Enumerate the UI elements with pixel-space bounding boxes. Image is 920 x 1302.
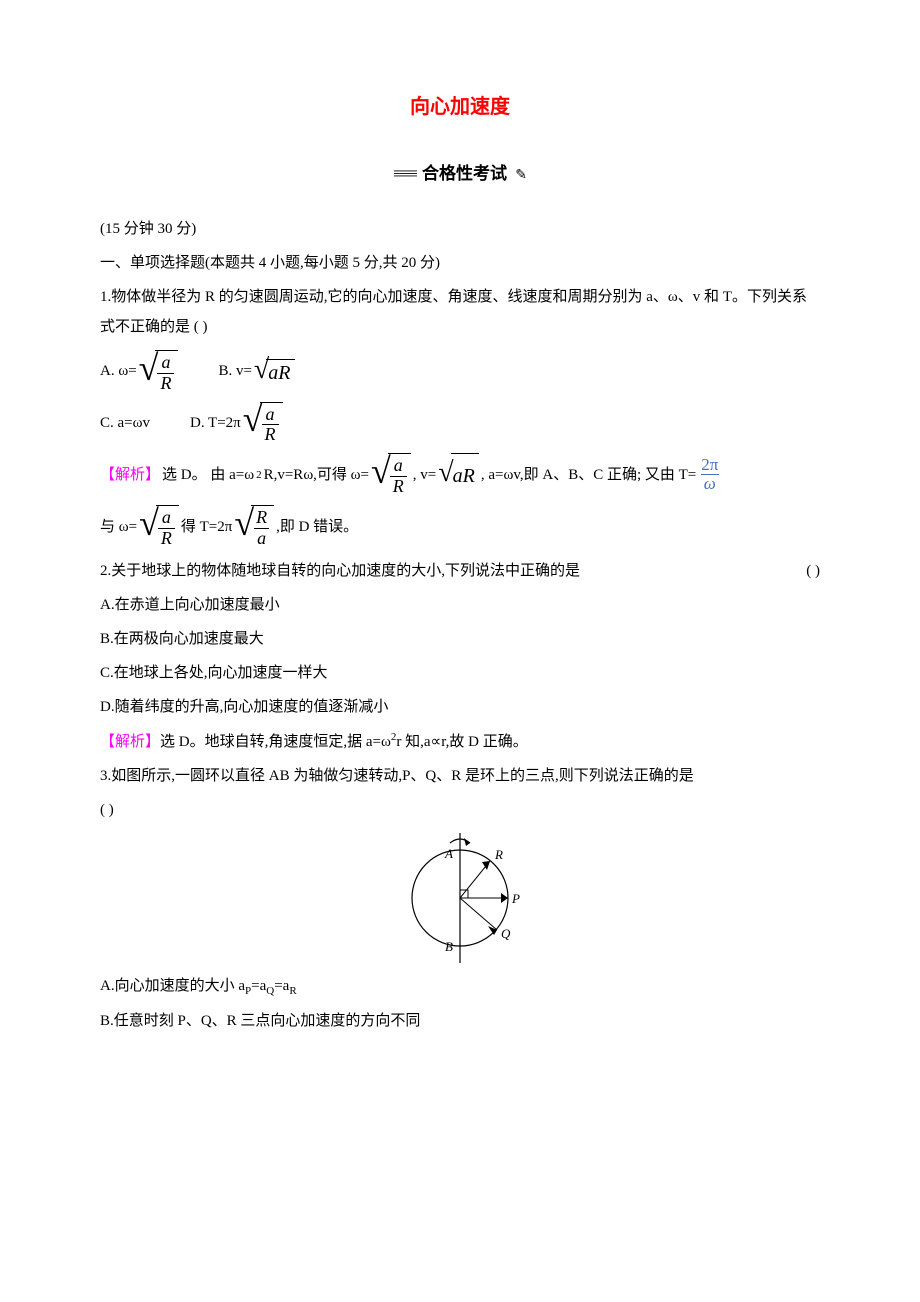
fraction: 2π ω — [698, 456, 721, 494]
q2-option-d: D.随着纬度的升高,向心加速度的值逐渐减小 — [100, 692, 820, 722]
pencil-icon: ✎ — [515, 168, 527, 183]
q2-paren: ( ) — [806, 556, 820, 586]
option-label: A. ω= — [100, 363, 137, 380]
fraction: a R — [157, 353, 174, 394]
sqrt-icon: √ — [139, 505, 159, 541]
sqrt-expression: √ aR — [438, 453, 479, 496]
q1-options-row-2: C. a=ωv D. T=2π √ a R — [100, 402, 820, 446]
section-heading: 一、单项选择题(本题共 4 小题,每小题 5 分,共 20 分) — [100, 248, 820, 278]
subscript: Q — [266, 985, 274, 997]
q2-stem: 2.关于地球上的物体随地球自转的向心加速度的大小,下列说法中正确的是 ( ) — [100, 556, 820, 586]
svg-text:Q: Q — [501, 926, 511, 941]
sqrt-inner: aR — [451, 453, 479, 496]
q2-analysis: 【解析】选 D。地球自转,角速度恒定,据 a=ω2r 知,a∝r,故 D 正确。 — [100, 726, 820, 757]
option-text: C. a=ωv — [100, 415, 150, 432]
analysis-text: , a=ωv,即 A、B、C 正确; 又由 T= — [481, 460, 696, 490]
sqrt-content: aR — [268, 362, 290, 385]
fraction: a R — [262, 405, 279, 446]
sqrt-expression: √ R a — [234, 505, 274, 549]
option-text: =a — [274, 978, 289, 994]
subscript: R — [289, 985, 296, 997]
numerator: a — [263, 405, 278, 425]
q3-paren: ( ) — [100, 795, 820, 825]
option-text: =a — [251, 978, 266, 994]
sqrt-expression: √ a R — [371, 453, 411, 497]
q2-option-a: A.在赤道上向心加速度最小 — [100, 590, 820, 620]
sqrt-inner: a R — [156, 505, 179, 549]
q1-option-d: D. T=2π √ a R — [190, 402, 283, 446]
denominator: a — [254, 528, 269, 549]
sqrt-icon: √ — [139, 350, 159, 386]
denominator: R — [157, 373, 174, 394]
svg-text:A: A — [444, 846, 453, 861]
q1-stem: 1.物体做半径为 R 的匀速圆周运动,它的向心加速度、角速度、线速度和周期分别为… — [100, 282, 820, 342]
sqrt-icon: √ — [254, 356, 269, 384]
sqrt-icon: √ — [234, 505, 254, 541]
q2-option-b: B.在两极向心加速度最大 — [100, 624, 820, 654]
numerator: a — [159, 508, 174, 528]
fraction: a R — [390, 456, 407, 497]
sqrt-icon: √ — [243, 401, 263, 437]
sqrt-expression: √ a R — [243, 402, 283, 446]
q3-stem: 3.如图所示,一圆环以直径 AB 为轴做匀速转动,P、Q、R 是环上的三点,则下… — [100, 761, 820, 791]
analysis-text: 选 D。地球自转,角速度恒定,据 a=ω — [160, 734, 391, 750]
fraction: a R — [158, 508, 175, 549]
q3-option-a: A.向心加速度的大小 aP=aQ=aR — [100, 971, 820, 1002]
analysis-text: 选 D。 由 a=ω — [162, 460, 254, 490]
sqrt-icon: √ — [371, 453, 391, 489]
analysis-text: 与 ω= — [100, 512, 137, 542]
numerator: 2π — [698, 456, 721, 475]
q1-option-a: A. ω= √ a R — [100, 350, 178, 394]
q1-option-c: C. a=ωv — [100, 415, 150, 432]
sqrt-inner: aR — [266, 359, 294, 385]
subtitle: ≡≡≡ 合格性考试 ✎ — [100, 159, 820, 184]
sqrt-inner: a R — [155, 350, 178, 394]
analysis-text: ,即 D 错误。 — [276, 512, 358, 542]
numerator: R — [253, 508, 270, 528]
subtitle-prefix: ≡≡≡ — [393, 164, 416, 183]
denominator: R — [390, 476, 407, 497]
analysis-text: R,v=Rω,可得 ω= — [264, 460, 369, 490]
q2-option-c: C.在地球上各处,向心加速度一样大 — [100, 658, 820, 688]
sqrt-expression: √ a R — [139, 505, 179, 549]
q1-option-b: B. v= √ aR — [218, 358, 294, 386]
sqrt-inner: a R — [388, 453, 411, 497]
svg-text:P: P — [511, 891, 520, 906]
analysis-text: 得 T=2π — [181, 512, 232, 542]
timing-text: (15 分钟 30 分) — [100, 214, 820, 244]
q1-analysis-line1: 【解析】 选 D。 由 a=ω2R,v=Rω,可得 ω= √ a R , v= … — [100, 453, 820, 497]
analysis-label: 【解析】 — [100, 460, 160, 490]
subtitle-text: 合格性考试 — [422, 164, 507, 183]
superscript: 2 — [256, 464, 262, 486]
sqrt-expression: √ a R — [139, 350, 179, 394]
q3-option-b: B.任意时刻 P、Q、R 三点向心加速度的方向不同 — [100, 1006, 820, 1036]
q1-analysis-line2: 与 ω= √ a R 得 T=2π √ R a ,即 D 错误。 — [100, 505, 820, 549]
numerator: a — [158, 353, 173, 373]
option-label: D. T=2π — [190, 415, 241, 432]
q1-options-row-1: A. ω= √ a R B. v= √ aR — [100, 350, 820, 394]
fraction: R a — [253, 508, 270, 549]
numerator: a — [391, 456, 406, 476]
sqrt-inner: R a — [251, 505, 274, 549]
svg-text:R: R — [494, 847, 503, 862]
svg-text:B: B — [445, 939, 453, 954]
q3-figure: A B R P Q — [390, 833, 530, 963]
denominator: R — [158, 528, 175, 549]
sqrt-icon: √ — [438, 459, 453, 487]
analysis-label: 【解析】 — [100, 734, 160, 750]
sqrt-expression: √ aR — [254, 358, 295, 386]
denominator: ω — [701, 474, 719, 494]
analysis-text: , v= — [413, 460, 436, 490]
q2-stem-text: 2.关于地球上的物体随地球自转的向心加速度的大小,下列说法中正确的是 — [100, 556, 580, 586]
option-text: A.向心加速度的大小 a — [100, 978, 245, 994]
analysis-text: r 知,a∝r,故 D 正确。 — [396, 734, 527, 750]
page-title: 向心加速度 — [100, 90, 820, 119]
sqrt-inner: a R — [260, 402, 283, 446]
denominator: R — [262, 424, 279, 445]
option-label: B. v= — [218, 363, 251, 380]
sqrt-content: aR — [453, 456, 475, 496]
